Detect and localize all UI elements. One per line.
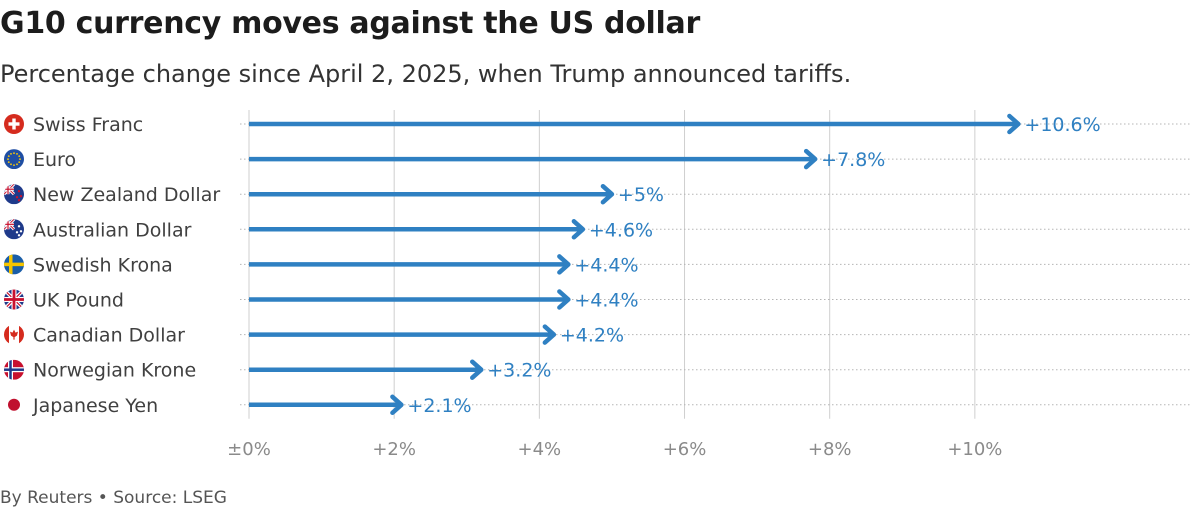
- category-label: Norwegian Krone: [33, 360, 196, 382]
- grid-layer: ±0% +2% +4% +6% +8% +10%: [227, 110, 1190, 460]
- swiss-flag-icon: [4, 114, 24, 134]
- arrow-head: [470, 359, 484, 380]
- canada-flag-icon: [4, 324, 24, 345]
- x-tick-label: +10%: [947, 439, 1002, 460]
- value-label: +4.6%: [589, 219, 653, 241]
- value-label: +4.4%: [574, 254, 638, 276]
- norway-flag-icon: [4, 359, 24, 380]
- value-label: +4.4%: [574, 290, 638, 312]
- arrow-head: [803, 148, 818, 170]
- arrow-head: [542, 324, 557, 345]
- value-label: +7.8%: [821, 149, 885, 171]
- category-label: Euro: [33, 149, 76, 171]
- bar-layer: [249, 113, 1021, 416]
- chart-subtitle: Percentage change since April 2, 2025, w…: [0, 60, 852, 88]
- bar-chart: ±0% +2% +4% +6% +8% +10% Swiss Franc +10.6% Eur…: [4, 110, 1190, 460]
- category-label: UK Pound: [33, 290, 124, 312]
- australia-flag-icon: [4, 219, 24, 240]
- japan-flag-icon: [4, 394, 24, 415]
- footer-separator: •: [97, 488, 108, 508]
- x-tick-label: +6%: [663, 439, 707, 460]
- arrow-head: [571, 219, 586, 240]
- arrow-head: [1007, 113, 1021, 135]
- x-tick-label: ±0%: [227, 439, 271, 460]
- value-label: +10.6%: [1024, 114, 1100, 136]
- arrow-head: [557, 289, 571, 310]
- category-label: Swedish Krona: [33, 254, 173, 276]
- category-label: Australian Dollar: [33, 219, 192, 241]
- value-label: +5%: [618, 184, 664, 206]
- value-label: +3.2%: [487, 360, 551, 382]
- category-label: Swiss Franc: [33, 114, 143, 136]
- footer-credit: By Reuters • Source: LSEG: [0, 488, 227, 508]
- x-tick-label: +2%: [372, 439, 416, 460]
- chart-title: G10 currency moves against the US dollar: [0, 6, 700, 41]
- new-zealand-flag-icon: [4, 184, 24, 205]
- category-label: Japanese Yen: [32, 395, 158, 417]
- label-layer: Swiss Franc +10.6% Euro +7.8% New Zealand Do…: [4, 114, 1101, 417]
- category-label: Canadian Dollar: [33, 325, 185, 347]
- category-label: New Zealand Dollar: [33, 184, 220, 206]
- uk-flag-icon: [4, 289, 24, 310]
- eu-flag-icon: [4, 149, 24, 170]
- source-note: Source: LSEG: [113, 488, 227, 508]
- value-label: +2.1%: [407, 395, 471, 417]
- arrow-head: [600, 183, 615, 205]
- arrow-head: [390, 394, 404, 416]
- arrow-head: [557, 254, 571, 275]
- value-label: +4.2%: [560, 325, 624, 347]
- byline: By Reuters: [0, 488, 93, 508]
- sweden-flag-icon: [4, 254, 24, 275]
- x-tick-label: +4%: [518, 439, 562, 460]
- x-tick-label: +8%: [808, 439, 852, 460]
